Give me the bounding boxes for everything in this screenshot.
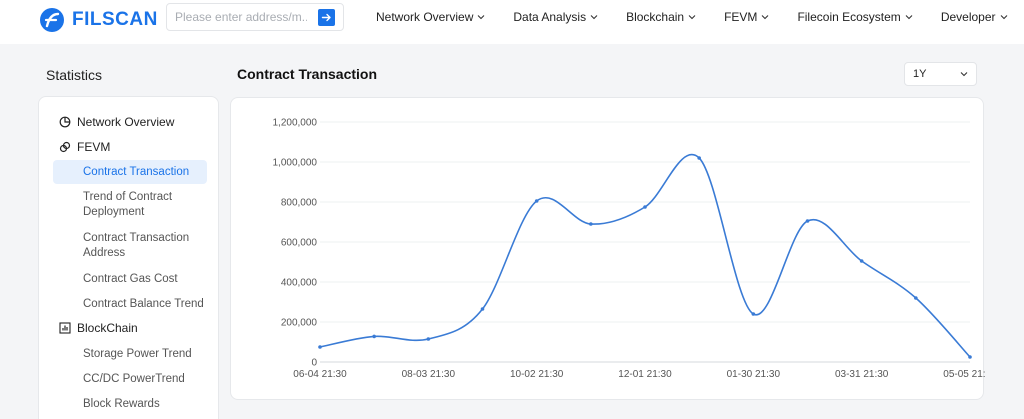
data-point [534, 199, 539, 203]
sidebar-item-label: Contract Transaction [83, 165, 190, 178]
chevron-down-icon [477, 15, 485, 20]
search-box [166, 3, 344, 31]
x-tick-label: 06-04 21:30 [293, 369, 347, 380]
data-point [372, 334, 376, 339]
nav-blockchain[interactable]: Blockchain [626, 10, 696, 24]
sidebar-group-label: BlockChain [77, 321, 138, 335]
sidebar-item-cc-dc-power-trend[interactable]: CC/DC PowerTrend [53, 372, 207, 387]
data-point [480, 307, 485, 311]
x-tick-label: 05-05 21:30 [943, 369, 985, 380]
chevron-down-icon [590, 15, 598, 20]
sidebar-group-label: Network Overview [77, 115, 175, 129]
x-tick-label: 03-31 21:30 [835, 369, 889, 380]
chevron-down-icon [762, 15, 769, 20]
chevron-down-icon [960, 72, 968, 77]
sidebar-item-label: Block Rewards [83, 398, 160, 410]
nav-developer[interactable]: Developer [941, 10, 1008, 24]
data-point [805, 219, 810, 223]
sidebar: Network Overview FEVM Contract Transacti… [38, 96, 219, 419]
y-tick-label: 200,000 [281, 318, 318, 329]
data-point [426, 337, 431, 341]
y-tick-label: 0 [311, 358, 317, 369]
sidebar-item-contract-deployment[interactable]: Trend of Contract Deployment [53, 190, 207, 220]
bar-chart-icon [59, 322, 71, 334]
sidebar-item-contract-transaction-address[interactable]: Contract Transaction Address [53, 231, 207, 261]
data-point [697, 156, 701, 160]
sidebar-group-fevm[interactable]: FEVM [59, 140, 110, 154]
link-icon [59, 141, 71, 153]
data-point [318, 345, 322, 349]
arrow-right-icon [321, 13, 331, 22]
sidebar-group-network-overview[interactable]: Network Overview [59, 115, 174, 129]
sidebar-item-label: CC/DC PowerTrend [83, 373, 185, 385]
sidebar-group-label: FEVM [77, 140, 111, 154]
chevron-down-icon [905, 15, 913, 20]
nav-data-analysis[interactable]: Data Analysis [513, 10, 598, 24]
pie-chart-icon [59, 116, 71, 128]
y-tick-label: 1,000,000 [273, 158, 318, 169]
nav-fevm[interactable]: FEVM [724, 10, 769, 24]
nav-label: FEVM [724, 10, 758, 24]
logo-text: FILSCAN [72, 9, 158, 30]
sidebar-item-contract-transaction[interactable]: Contract Transaction [53, 160, 207, 184]
data-point [751, 312, 756, 316]
sidebar-item-block-rewards[interactable]: Block Rewards [53, 397, 207, 412]
sidebar-item-contract-balance-trend[interactable]: Contract Balance Trend [53, 297, 207, 312]
x-tick-label: 10-02 21:30 [510, 369, 564, 380]
data-point [859, 259, 864, 263]
x-tick-label: 08-03 21:30 [402, 369, 456, 380]
series-line [319, 154, 971, 358]
nav-label: Blockchain [626, 10, 685, 24]
data-point [589, 222, 593, 226]
y-tick-label: 400,000 [281, 278, 318, 289]
data-point [914, 296, 918, 300]
y-tick-label: 1,200,000 [273, 118, 318, 129]
x-tick-label: 01-30 21:30 [727, 369, 781, 380]
chevron-down-icon [1000, 15, 1007, 20]
sidebar-item-contract-gas-cost[interactable]: Contract Gas Cost [53, 272, 207, 287]
x-tick-label: 12-01 21:30 [618, 369, 672, 380]
nav-label: Data Analysis [513, 10, 587, 24]
chart-card: 0 200,000 400,000 600,000 800,000 1,000,000 1,… [230, 97, 986, 401]
y-tick-label: 800,000 [281, 198, 318, 209]
chevron-down-icon [688, 15, 696, 20]
filscan-logo-icon [40, 8, 64, 32]
sidebar-item-label: Trend of Contract Deployment [83, 191, 173, 218]
main-nav: Network Overview Data Analysis Blockchai… [376, 10, 1008, 24]
search-input[interactable] [167, 10, 307, 24]
sidebar-item-storage-power-trend[interactable]: Storage Power Trend [53, 347, 207, 362]
nav-label: Developer [940, 10, 996, 24]
sidebar-item-label: Contract Gas Cost [83, 273, 178, 285]
sidebar-item-label: Storage Power Trend [83, 348, 192, 360]
section-title: Contract Transaction [237, 66, 378, 82]
nav-filecoin-ecosystem[interactable]: Filecoin Ecosystem [797, 10, 913, 24]
time-range-value: 1Y [913, 68, 927, 80]
search-button[interactable] [318, 9, 335, 26]
top-bar: FILSCAN Network Overview Data Analysis B… [0, 0, 1024, 44]
sidebar-group-blockchain[interactable]: BlockChain [59, 321, 138, 335]
contract-transaction-chart[interactable]: 0 200,000 400,000 600,000 800,000 1,000,000 1,… [231, 98, 986, 401]
nav-label: Network Overview [376, 10, 474, 24]
page-title: Statistics [46, 67, 103, 83]
time-range-select[interactable]: 1Y [904, 62, 977, 86]
logo[interactable]: FILSCAN [38, 6, 158, 34]
sidebar-item-label: Contract Balance Trend [83, 298, 204, 310]
nav-network-overview[interactable]: Network Overview [376, 10, 485, 24]
y-tick-label: 600,000 [281, 238, 318, 249]
data-point [643, 205, 647, 209]
data-point [968, 355, 972, 359]
nav-label: Filecoin Ecosystem [797, 10, 901, 24]
sidebar-item-label: Contract Transaction Address [83, 232, 190, 259]
